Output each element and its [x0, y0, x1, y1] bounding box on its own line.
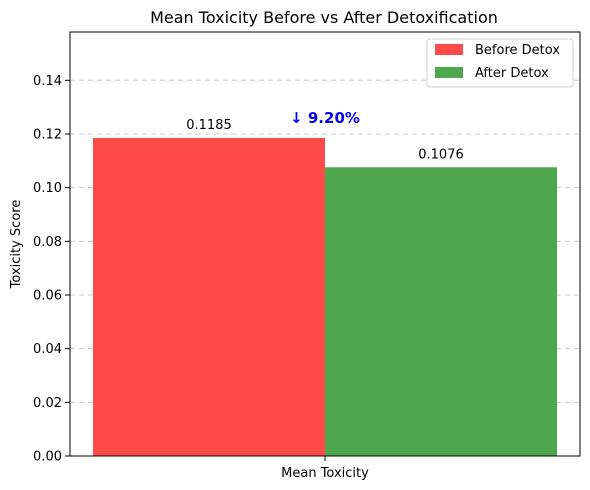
data-label-before: 0.1185	[186, 118, 232, 133]
x-tick-label: Mean Toxicity	[281, 466, 369, 481]
legend-box	[426, 38, 574, 88]
data-label-after: 0.1076	[418, 147, 464, 162]
legend-swatch-after	[435, 67, 463, 78]
y-tick-label: 0.04	[33, 342, 62, 357]
chart-title: Mean Toxicity Before vs After Detoxifica…	[150, 8, 498, 27]
y-tick-label: 0.06	[33, 288, 62, 303]
bar-before	[93, 138, 325, 456]
y-tick-label: 0.00	[33, 450, 62, 465]
y-ticks: 0.00 0.02 0.04 0.06 0.08 0.10 0.12 0.14	[33, 74, 70, 465]
bar-after	[325, 167, 557, 457]
reduction-annotation: ↓ 9.20%	[290, 109, 360, 127]
legend-swatch-before	[435, 44, 463, 55]
y-tick-label: 0.08	[33, 235, 62, 250]
y-tick-label: 0.02	[33, 396, 62, 411]
y-axis-label: Toxicity Score	[9, 200, 24, 290]
legend-label-after: After Detox	[475, 66, 549, 81]
y-tick-label: 0.12	[33, 127, 62, 142]
y-tick-label: 0.14	[33, 74, 62, 89]
bars: 0.1185 0.1076	[93, 118, 557, 457]
legend-label-before: Before Detox	[475, 43, 560, 58]
legend: Before Detox After Detox	[426, 38, 574, 88]
y-tick-label: 0.10	[33, 181, 62, 196]
